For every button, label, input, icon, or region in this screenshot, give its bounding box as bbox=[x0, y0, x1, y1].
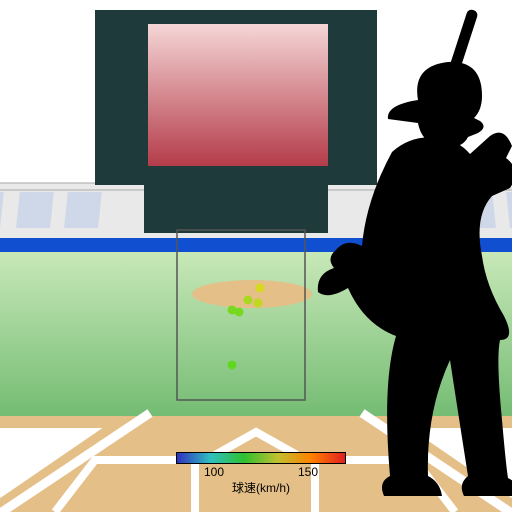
pitch-marker bbox=[228, 361, 237, 370]
legend-gradient bbox=[176, 452, 346, 464]
legend-tick-max: 150 bbox=[298, 465, 318, 479]
speed-legend: 100 150 球速(km/h) bbox=[176, 452, 346, 496]
mound bbox=[192, 280, 312, 308]
pitch-marker bbox=[256, 284, 265, 293]
legend-tick-min: 100 bbox=[204, 465, 224, 479]
pitch-marker bbox=[254, 299, 263, 308]
legend-title: 球速(km/h) bbox=[176, 479, 346, 496]
pitch-marker bbox=[244, 296, 253, 305]
pitch-marker bbox=[235, 308, 244, 317]
pitch-chart bbox=[0, 0, 512, 512]
